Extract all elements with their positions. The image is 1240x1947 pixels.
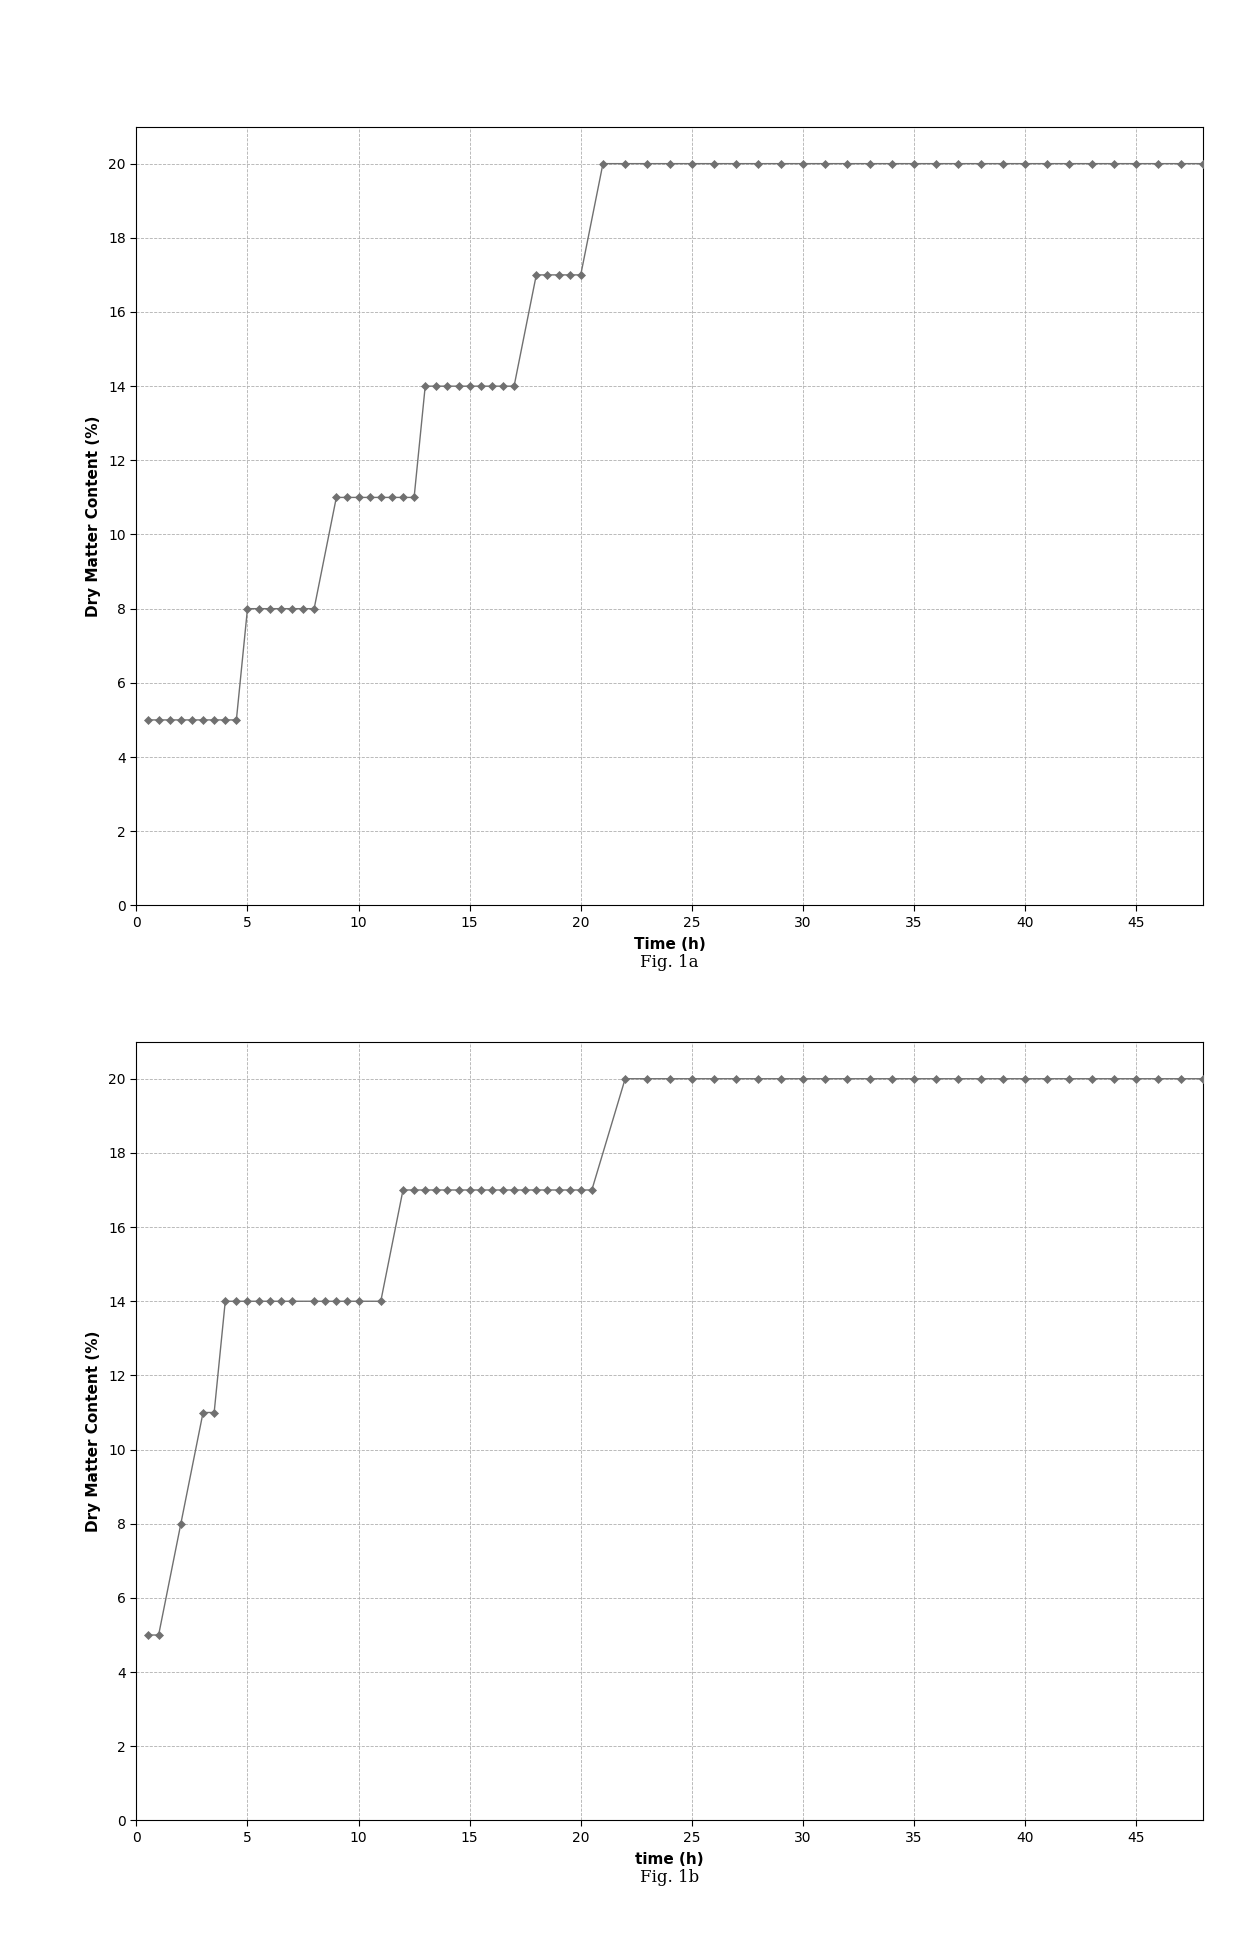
Y-axis label: Dry Matter Content (%): Dry Matter Content (%): [87, 415, 102, 617]
X-axis label: Time (h): Time (h): [634, 937, 706, 952]
Text: Fig. 1a: Fig. 1a: [640, 954, 699, 972]
Text: Fig. 1b: Fig. 1b: [640, 1869, 699, 1887]
Y-axis label: Dry Matter Content (%): Dry Matter Content (%): [87, 1330, 102, 1532]
X-axis label: time (h): time (h): [635, 1852, 704, 1867]
